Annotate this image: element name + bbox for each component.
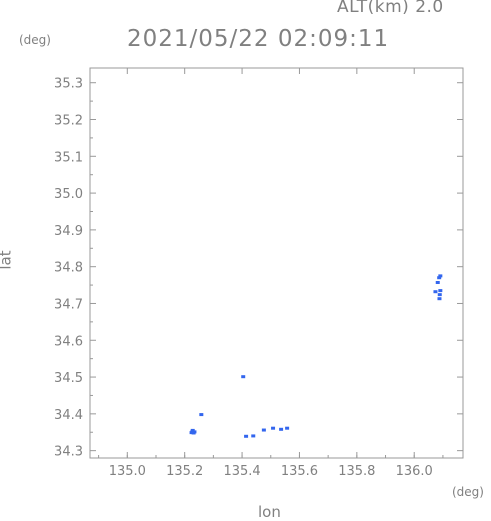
- y-tick-label: 35.2: [54, 114, 83, 129]
- data-point: [437, 293, 442, 297]
- y-tick-label: 34.9: [54, 224, 83, 239]
- data-point: [285, 426, 290, 430]
- y-tick-label: 35.3: [54, 77, 83, 92]
- y-tick-label: 34.6: [54, 334, 83, 349]
- data-point: [192, 430, 197, 434]
- data-point: [438, 289, 443, 293]
- x-tick-label: 135.6: [281, 464, 318, 479]
- y-tick-label: 34.8: [54, 261, 83, 276]
- y-tick-label: 35.1: [54, 150, 83, 165]
- data-point: [251, 434, 256, 438]
- y-tick-label: 35.0: [54, 187, 83, 202]
- data-point: [279, 427, 284, 431]
- data-point: [241, 375, 246, 379]
- y-tick-label: 34.5: [54, 371, 83, 386]
- data-point: [437, 297, 442, 301]
- x-tick-label: 135.0: [109, 464, 146, 479]
- x-tick-label: 136.0: [396, 464, 433, 479]
- data-point: [244, 434, 249, 438]
- data-point: [189, 431, 194, 435]
- data-point: [271, 426, 276, 430]
- x-tick-label: 135.4: [223, 464, 260, 479]
- y-axis-unit: (deg): [19, 33, 51, 47]
- plot-frame: [89, 67, 464, 459]
- data-point: [435, 281, 440, 284]
- timestamp-title: 2021/05/22 02:09:11: [127, 26, 390, 52]
- x-axis-unit: (deg): [452, 485, 484, 499]
- x-axis-label: lon: [258, 503, 281, 521]
- y-tick-label: 34.4: [54, 408, 83, 423]
- data-point: [433, 290, 438, 294]
- y-tick-label: 34.3: [54, 445, 83, 460]
- data-point: [437, 276, 442, 280]
- x-tick-label: 135.2: [166, 464, 203, 479]
- data-point: [199, 413, 204, 417]
- altitude-label: ALT(km) 2.0: [337, 0, 444, 17]
- data-point: [438, 274, 443, 278]
- y-tick-label: 34.7: [54, 297, 83, 312]
- data-point: [261, 428, 266, 432]
- x-tick-label: 135.8: [338, 464, 375, 479]
